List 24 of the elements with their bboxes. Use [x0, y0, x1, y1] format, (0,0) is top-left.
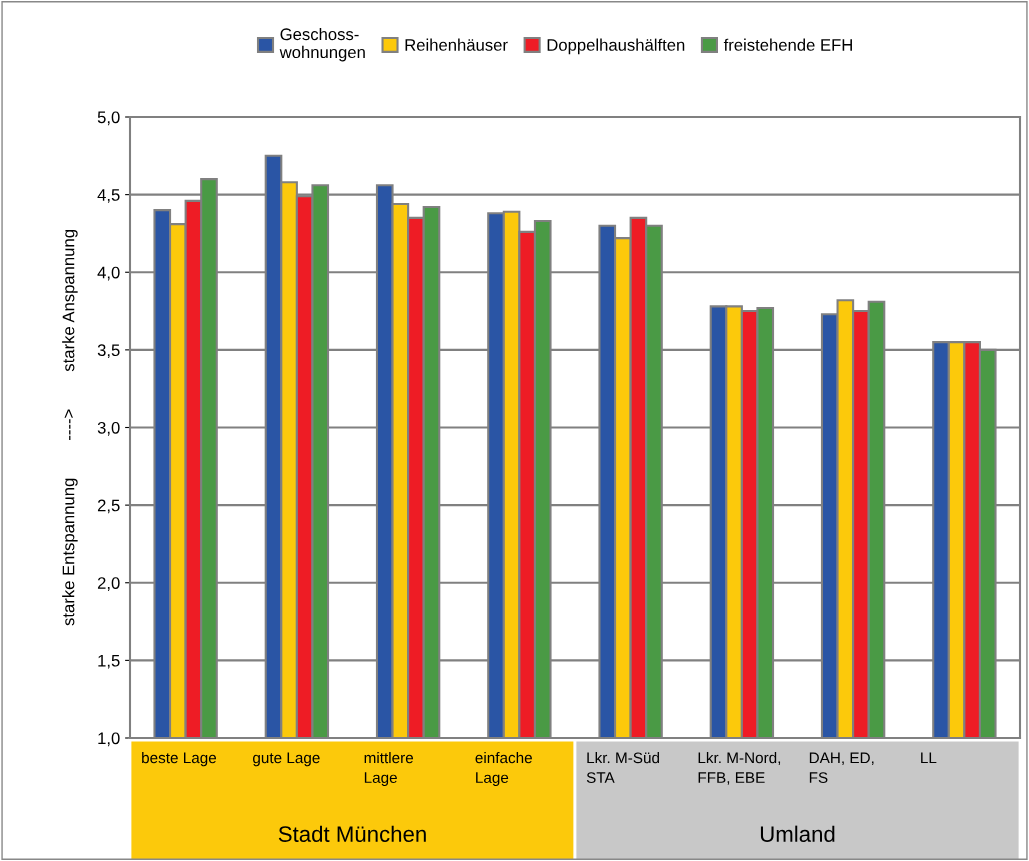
y-tick-label: 4,0	[97, 266, 120, 281]
legend-label: Geschoss- wohnungen	[279, 27, 365, 62]
y-tick-label: 3,5	[97, 344, 120, 359]
y-axis-title: starke Entspannung ----> starke Anspannung	[62, 230, 78, 626]
legend-label: freistehende EFH	[723, 38, 852, 51]
legend-label: Doppelhaushälften	[547, 38, 685, 55]
y-tick-label: 1,0	[98, 732, 120, 747]
y-tick-label: 3,0	[97, 421, 120, 436]
x-tick-label: Lkr. M-Süd STA	[586, 752, 660, 783]
x-tick-label: Lkr. M-Nord, FFB, EBE	[698, 752, 781, 785]
y-tick-label: 5,0	[97, 111, 120, 126]
x-tick-label: DAH, ED, FS	[809, 752, 874, 783]
text: Stadt München	[278, 825, 426, 842]
y-tick-label: 4,5	[97, 189, 120, 203]
y-tick-label: 1,5	[98, 654, 120, 669]
y-tick-label: 2,5	[97, 499, 120, 514]
x-tick-label: einfache Lage	[475, 752, 532, 787]
x-tick-label: gute Lage	[253, 752, 320, 767]
text: Umland	[760, 825, 835, 842]
x-tick-label: beste Lage	[142, 752, 217, 767]
x-tick-label: LL	[921, 752, 937, 764]
legend-label: Reihenhäuser	[405, 38, 508, 51]
y-tick-label: 2,0	[97, 577, 120, 591]
x-tick-label: mittlere Lage	[364, 752, 414, 787]
